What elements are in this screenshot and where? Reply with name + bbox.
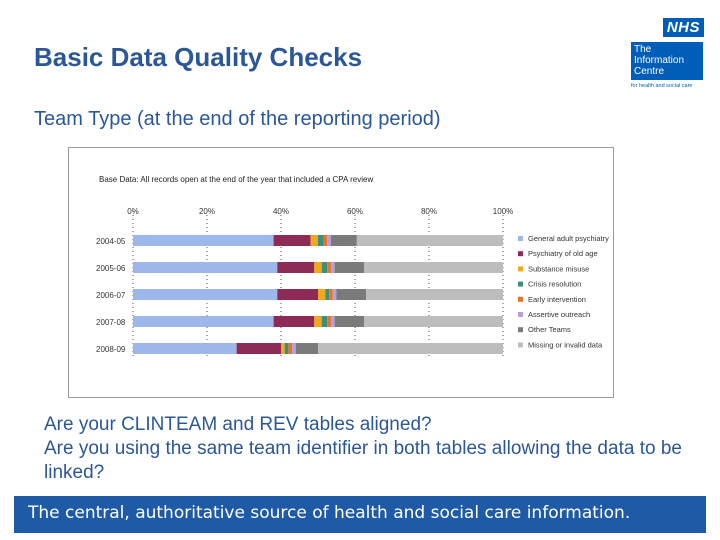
information-centre-logo: NHS The Information Centre for health an…	[628, 18, 704, 94]
logo-line-1: The	[634, 44, 652, 55]
bar-segment	[292, 343, 296, 354]
x-tick-label: 80%	[421, 207, 437, 216]
bar-segment	[327, 235, 331, 246]
legend-label: Crisis resolution	[528, 280, 581, 289]
logo-line-3: Centre	[634, 66, 665, 77]
bar-segment	[318, 235, 324, 246]
legend-label: Early intervention	[528, 295, 586, 304]
legend-label: Missing or invalid data	[528, 340, 603, 349]
bar-segment	[327, 316, 331, 327]
y-axis-labels: 2004-05 2005-06 2006-07 2007-08 2008-09	[96, 237, 126, 354]
chart-canvas: Base Data: All records open at the end o…	[96, 175, 609, 358]
bar-segment	[330, 262, 335, 273]
bar-segment	[277, 289, 318, 300]
legend-label: Psychiatry of old age	[528, 249, 598, 258]
chart-bars	[133, 235, 503, 354]
bar-segment	[336, 289, 367, 300]
bar-segment	[318, 289, 326, 300]
bar-segment	[364, 262, 503, 273]
question-2: Are you using the same team identifier i…	[44, 438, 682, 483]
bar-segment	[329, 289, 333, 300]
legend-label: Other Teams	[528, 325, 571, 334]
bar-segment	[321, 316, 328, 327]
y-category-label: 2004-05	[96, 237, 126, 246]
legend-swatch	[518, 296, 523, 302]
y-category-label: 2005-06	[96, 264, 126, 273]
legend-swatch	[518, 327, 523, 333]
bar-segment	[281, 343, 285, 354]
bar-segment	[330, 235, 357, 246]
bar-segment	[133, 316, 274, 327]
bar-segment	[133, 262, 278, 273]
legend-swatch	[518, 342, 523, 348]
y-category-label: 2006-07	[96, 291, 126, 300]
bar-segment	[334, 316, 365, 327]
bar-segment	[334, 262, 365, 273]
bar-segment	[277, 262, 315, 273]
bar-segment	[295, 343, 318, 354]
legend-swatch	[518, 236, 523, 241]
x-tick-label: 100%	[493, 207, 513, 216]
bar-segment	[236, 343, 281, 354]
bar-segment	[325, 289, 330, 300]
bar-segment	[310, 235, 318, 246]
bar-segment	[332, 289, 337, 300]
x-tick-label: 40%	[273, 207, 289, 216]
bar-segment	[330, 316, 335, 327]
bar-segment	[133, 343, 237, 354]
bar-segment	[321, 262, 328, 273]
x-tick-label: 0%	[127, 207, 139, 216]
legend-label: General adult psychiatry	[528, 234, 609, 243]
questions-text: Are your CLINTEAM and REV tables aligned…	[44, 413, 694, 485]
logo-line-2: Information	[634, 55, 685, 66]
bar-segment	[314, 316, 322, 327]
legend-label: Substance misuse	[528, 264, 589, 273]
bar-segment	[364, 316, 503, 327]
footer-text: The central, authoritative source of hea…	[28, 503, 631, 523]
bar-segment	[323, 235, 328, 246]
legend-swatch	[518, 281, 523, 287]
bar-segment	[133, 289, 278, 300]
chart-legend: General adult psychiatry Psychiatry of ol…	[518, 234, 609, 349]
x-axis-ticks: 0% 20% 40% 60% 80% 100%	[127, 207, 513, 216]
legend-swatch	[518, 251, 523, 257]
logo-tagline: for health and social care	[631, 83, 693, 89]
y-category-label: 2007-08	[96, 318, 126, 327]
x-tick-label: 20%	[199, 207, 215, 216]
question-1: Are your CLINTEAM and REV tables aligned…	[44, 414, 432, 435]
footer-bar: The central, authoritative source of hea…	[14, 496, 706, 533]
information-centre-box: The Information Centre	[631, 42, 703, 80]
chart-title: Base Data: All records open at the end o…	[99, 175, 373, 184]
team-type-chart: Base Data: All records open at the end o…	[68, 147, 614, 398]
slide-subtitle: Team Type (at the end of the reporting p…	[34, 108, 441, 130]
bar-segment	[327, 262, 331, 273]
bar-segment	[356, 235, 503, 246]
bar-segment	[288, 343, 293, 354]
bar-segment	[366, 289, 503, 300]
bar-segment	[314, 262, 322, 273]
bar-segment	[284, 343, 289, 354]
slide-title: Basic Data Quality Checks	[34, 42, 363, 72]
bar-segment	[273, 235, 311, 246]
legend-label: Assertive outreach	[528, 310, 590, 319]
nhs-logo: NHS	[662, 18, 704, 37]
bar-segment	[133, 235, 274, 246]
x-tick-label: 60%	[347, 207, 363, 216]
bar-segment	[318, 343, 503, 354]
bar-segment	[273, 316, 315, 327]
legend-swatch	[518, 266, 523, 272]
y-category-label: 2008-09	[96, 345, 126, 354]
legend-swatch	[518, 312, 523, 317]
